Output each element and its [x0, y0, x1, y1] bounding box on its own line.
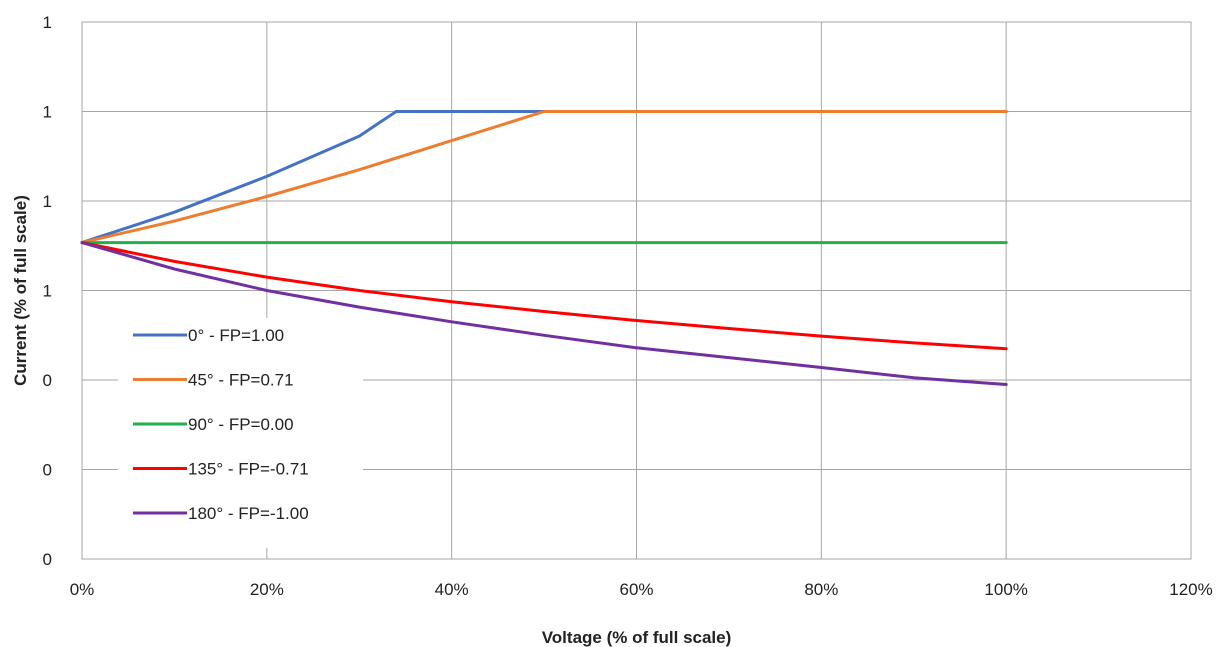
- legend-label-3: 135° - FP=-0.71: [188, 460, 309, 479]
- legend-label-4: 180° - FP=-1.00: [188, 504, 309, 523]
- chart-legend: 0° - FP=1.00 45° - FP=0.71 90° - FP=0.00 13…: [118, 318, 363, 548]
- y-tick-label: 1: [43, 13, 52, 32]
- y-tick-label: 1: [43, 192, 52, 211]
- series-line-3: [80, 241, 1008, 351]
- y-tick-label: 0: [43, 461, 52, 480]
- y-tick-label: 0: [43, 550, 52, 569]
- legend-label-1: 45° - FP=0.71: [188, 371, 294, 390]
- legend-label-0: 0° - FP=1.00: [188, 326, 284, 345]
- y-tick-label: 1: [43, 103, 52, 122]
- x-tick-label: 40%: [435, 580, 469, 599]
- series-line-0: [80, 110, 1008, 245]
- x-tick-label: 120%: [1169, 580, 1212, 599]
- x-tick-label: 20%: [250, 580, 284, 599]
- x-tick-label: 0%: [70, 580, 95, 599]
- x-axis-title: Voltage (% of full scale): [542, 628, 732, 647]
- x-tick-label: 80%: [804, 580, 838, 599]
- x-tick-label: 60%: [619, 580, 653, 599]
- legend-background: [118, 318, 363, 548]
- y-tick-label: 1: [43, 282, 52, 301]
- x-axis-tick-labels: 0% 20% 40% 60% 80% 100% 120%: [70, 580, 1213, 599]
- y-axis-tick-labels: 0 0 0 1 1 1 1: [43, 13, 52, 569]
- y-axis-title: Current (% of full scale): [11, 195, 30, 386]
- legend-label-2: 90° - FP=0.00: [188, 415, 294, 434]
- series-line-1: [80, 110, 1008, 245]
- x-tick-label: 100%: [984, 580, 1027, 599]
- chart-series-layer: [80, 110, 1008, 386]
- y-tick-label: 0: [43, 371, 52, 390]
- series-line-4: [80, 241, 1008, 386]
- plot-area-border: [81, 21, 1192, 560]
